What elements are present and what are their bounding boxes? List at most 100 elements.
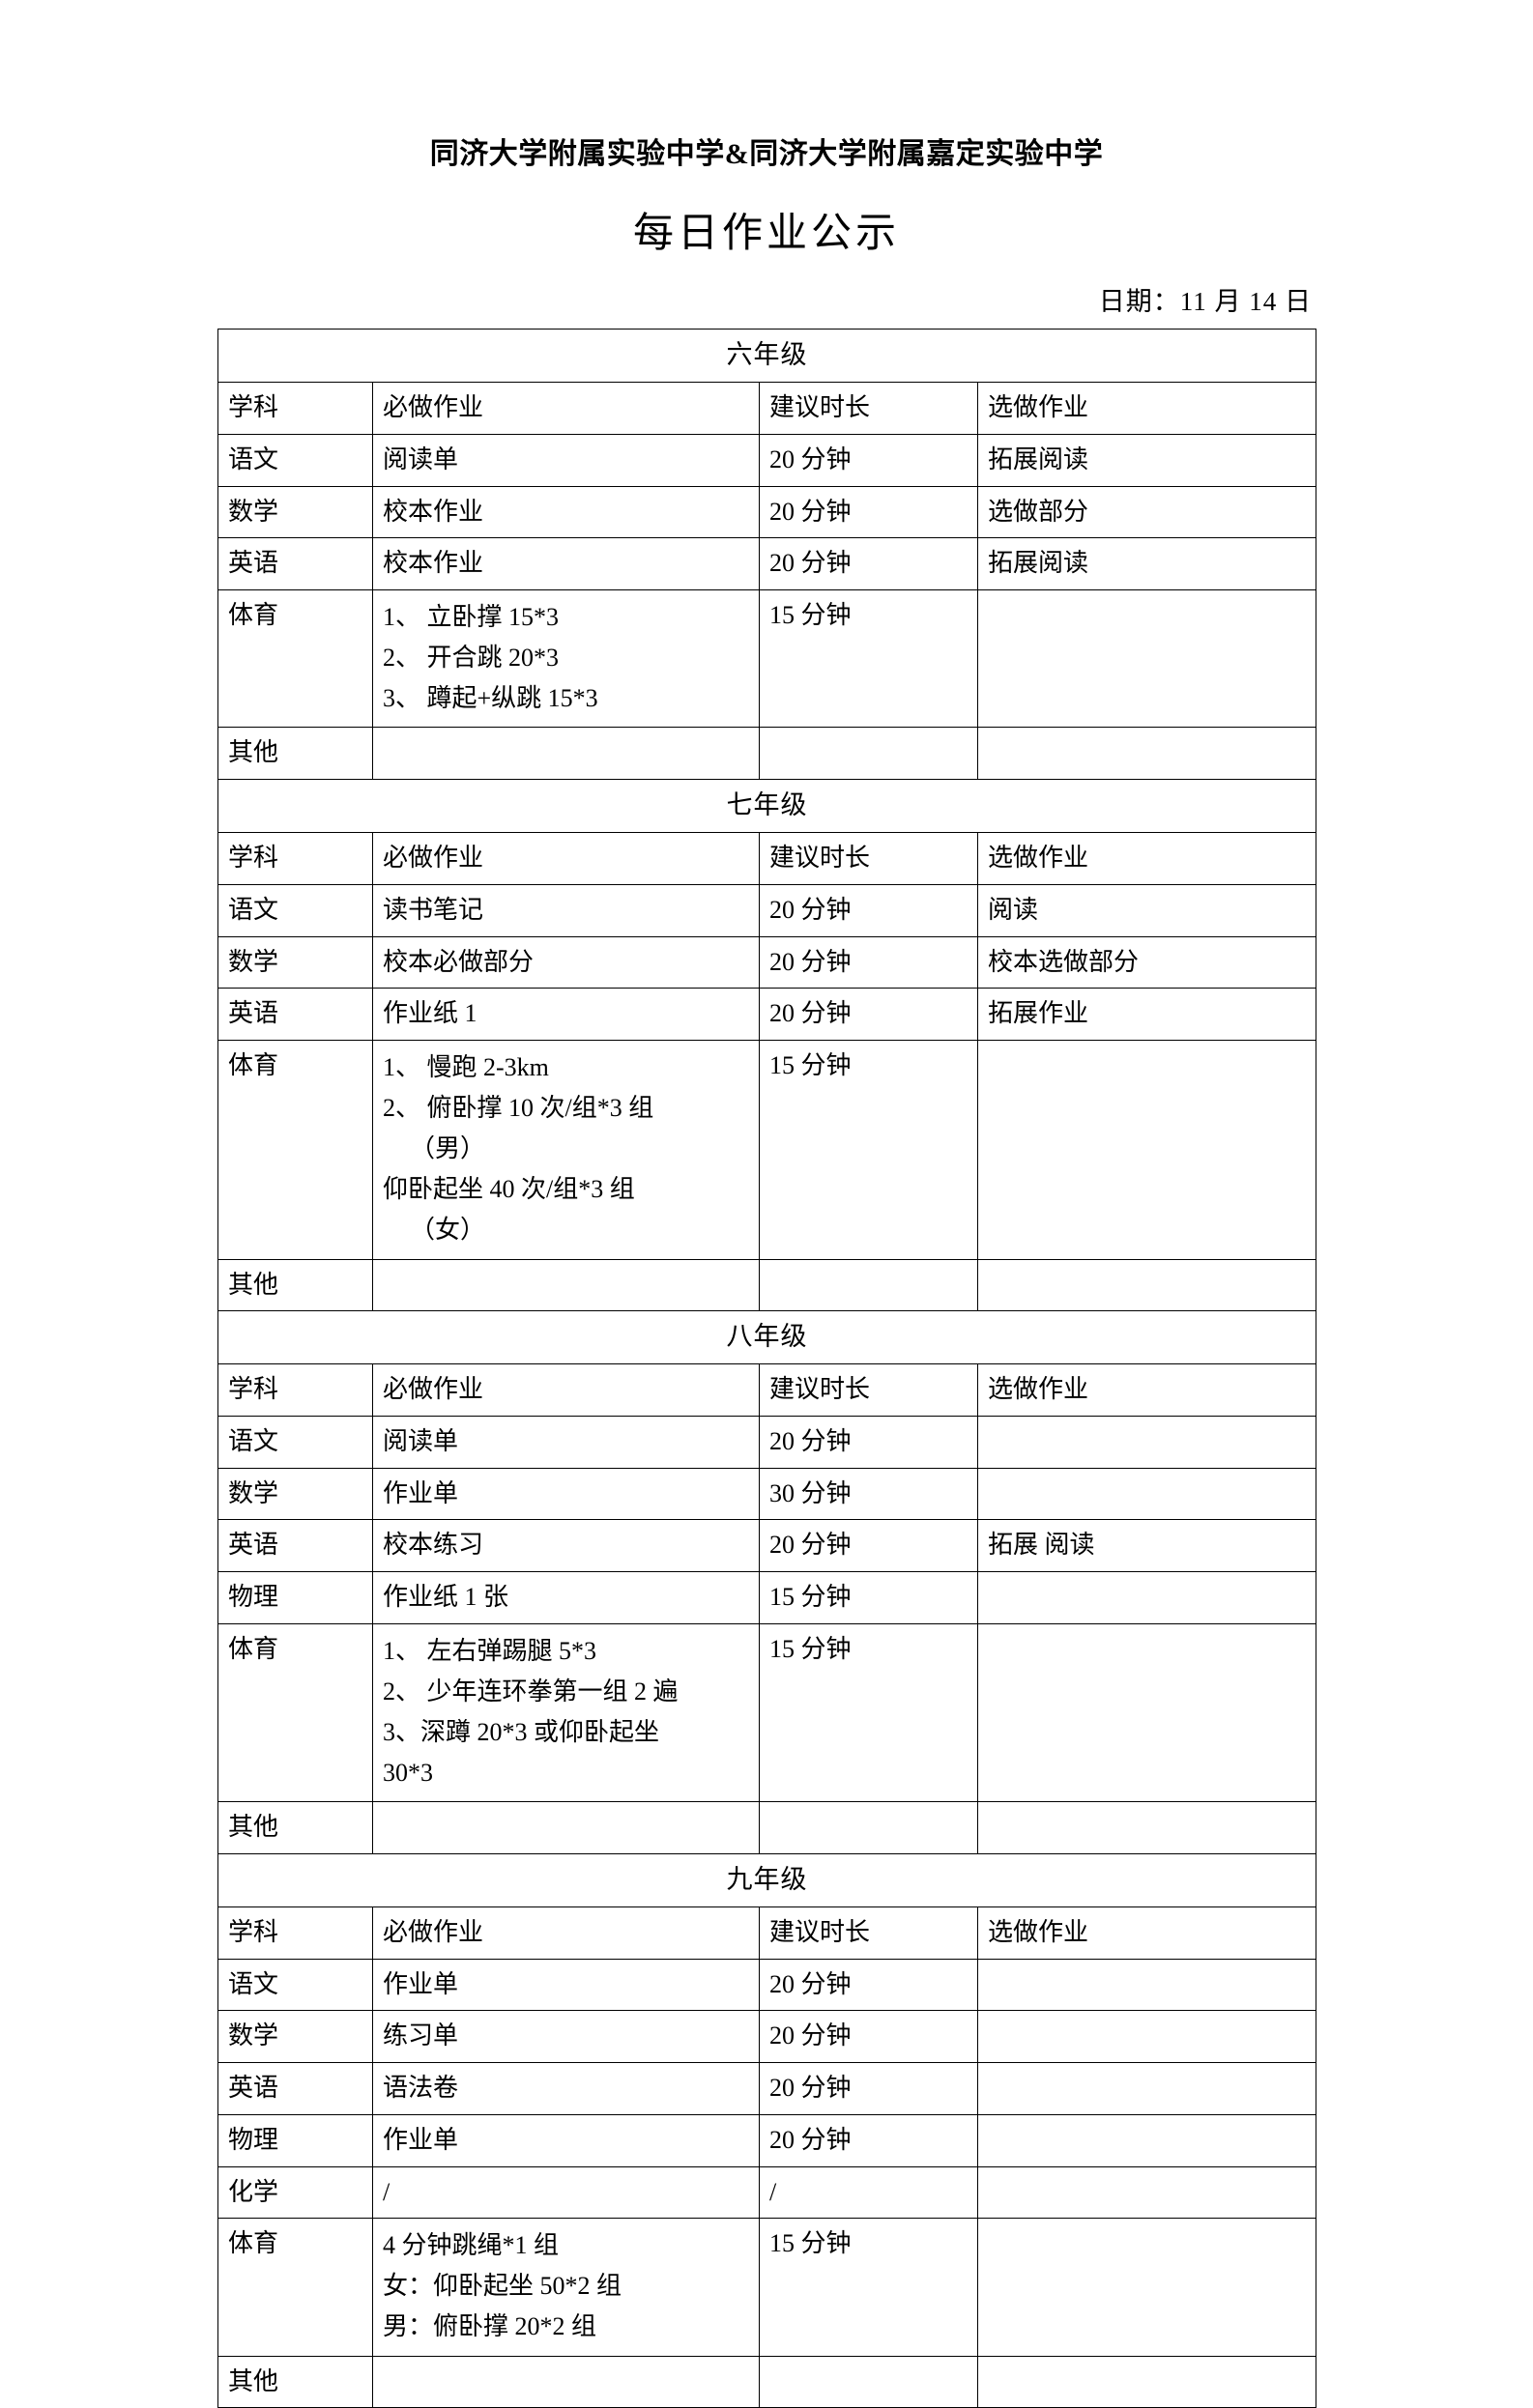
cell-optional [977, 2062, 1316, 2115]
cell-other-optional [977, 1258, 1316, 1312]
multiline-item: 女：仰卧起坐 50*2 组 [383, 2272, 622, 2301]
table-row: 数学 校本必做部分 20 分钟 校本选做部分 [217, 935, 1316, 989]
cell-required: 作业纸 1 [372, 988, 760, 1041]
cell-optional [977, 1571, 1316, 1624]
table-row: 数学 校本作业 20 分钟 选做部分 [217, 485, 1316, 539]
column-header-optional: 选做作业 [977, 1363, 1316, 1418]
other-row: 其他 [217, 1801, 1316, 1854]
cell-duration: 15 分钟 [759, 1622, 978, 1803]
column-header-required: 必做作业 [372, 1363, 760, 1418]
table-row: 语文 阅读单 20 分钟 拓展阅读 [217, 434, 1316, 487]
multiline-item: 3、深蹲 20*3 或仰卧起坐 [383, 1718, 660, 1747]
date-label: 日期：11 月 14 日 [1098, 287, 1312, 317]
cell-subject: 体育 [217, 2218, 373, 2357]
multiline-item: 30*3 [383, 1759, 433, 1788]
column-header-subject: 学科 [217, 1906, 373, 1960]
column-header-row: 学科 必做作业 建议时长 选做作业 [217, 1363, 1316, 1418]
cell-optional [977, 1467, 1316, 1521]
cell-optional [977, 1958, 1316, 2012]
table-row: 语文 作业单 20 分钟 [217, 1958, 1316, 2012]
cell-duration: 15 分钟 [759, 1571, 978, 1624]
grade-banner-row: 九年级 [217, 1852, 1316, 1908]
cell-other-required [372, 2355, 760, 2408]
cell-required: 4 分钟跳绳*1 组女：仰卧起坐 50*2 组男：俯卧撑 20*2 组 [372, 2218, 760, 2357]
cell-optional: 拓展阅读 [977, 537, 1316, 591]
cell-optional [977, 589, 1316, 729]
cell-duration: 15 分钟 [759, 1039, 978, 1260]
cell-subject: 数学 [217, 935, 373, 989]
table-row: 数学 作业单 30 分钟 [217, 1467, 1316, 1521]
cell-subject: 数学 [217, 1467, 373, 1521]
document-page: 同济大学附属实验中学&同济大学附属嘉定实验中学 每日作业公示 日期：11 月 1… [0, 135, 1533, 2408]
multiline-list: 1、 左右弹踢腿 5*3 2、 少年连环拳第一组 2 遍 3、深蹲 20*3 或仰卧… [383, 1631, 749, 1793]
column-header-optional: 选做作业 [977, 832, 1316, 885]
cell-required: / [372, 2165, 760, 2220]
column-header-required: 必做作业 [372, 382, 760, 436]
multiline-item: 4 分钟跳绳*1 组 [383, 2231, 560, 2260]
table-row: 英语 语法卷 20 分钟 [217, 2062, 1316, 2115]
column-header-duration: 建议时长 [759, 832, 978, 885]
table-row: 英语 校本作业 20 分钟 拓展阅读 [217, 537, 1316, 591]
grade-banner-2: 七年级 [217, 779, 1316, 834]
multiline-item: 2、 俯卧撑 10 次/组*3 组 [383, 1094, 654, 1123]
cell-optional: 拓展 阅读 [977, 1519, 1316, 1573]
cell-subject: 语文 [217, 883, 373, 937]
cell-required: 1、 慢跑 2-3km 2、 俯卧撑 10 次/组*3 组 （男） 仰卧起坐 40 次… [372, 1039, 760, 1260]
cell-duration: 20 分钟 [759, 988, 978, 1041]
cell-duration: 20 分钟 [759, 2010, 978, 2064]
cell-other-label: 其他 [217, 2355, 373, 2408]
cell-other-optional [977, 2355, 1316, 2408]
cell-optional [977, 1039, 1316, 1260]
cell-subject: 物理 [217, 1571, 373, 1624]
cell-duration: 20 分钟 [759, 434, 978, 487]
cell-required: 校本作业 [372, 537, 760, 591]
table-row: 化学 / / [217, 2165, 1316, 2220]
grade-banner-row: 七年级 [217, 779, 1316, 834]
homework-table-body: 六年级 学科 必做作业 建议时长 选做作业 语文 阅读单 20 分钟 拓展阅读 数学 校本作业 20 … [217, 329, 1316, 2408]
multiline-list: 1、 慢跑 2-3km 2、 俯卧撑 10 次/组*3 组 （男） 仰卧起坐 40 次… [383, 1047, 749, 1251]
grade-banner-1: 六年级 [217, 329, 1316, 384]
cell-other-optional [977, 1801, 1316, 1854]
cell-required: 1、 左右弹踢腿 5*3 2、 少年连环拳第一组 2 遍 3、深蹲 20*3 或仰卧… [372, 1622, 760, 1803]
table-row: 数学 练习单 20 分钟 [217, 2010, 1316, 2064]
column-header-required: 必做作业 [372, 832, 760, 885]
school-name-heading: 同济大学附属实验中学&同济大学附属嘉定实验中学 [429, 138, 1104, 170]
cell-duration: 20 分钟 [759, 1958, 978, 2012]
cell-optional [977, 1416, 1316, 1469]
multiline-item: 1、 立卧撑 15*3 [383, 603, 560, 632]
other-row: 其他 [217, 727, 1316, 781]
multiline-item: 仰卧起坐 40 次/组*3 组 [383, 1175, 635, 1204]
column-header-duration: 建议时长 [759, 382, 978, 436]
column-header-subject: 学科 [217, 832, 373, 885]
cell-subject: 化学 [217, 2165, 373, 2220]
cell-required: 阅读单 [372, 1416, 760, 1469]
grade-banner-row: 八年级 [217, 1310, 1316, 1365]
cell-optional: 拓展作业 [977, 988, 1316, 1041]
multiline-item: 1、 慢跑 2-3km [383, 1052, 549, 1081]
column-header-row: 学科 必做作业 建议时长 选做作业 [217, 382, 1316, 436]
cell-duration: 20 分钟 [759, 883, 978, 937]
homework-table: 六年级 学科 必做作业 建议时长 选做作业 语文 阅读单 20 分钟 拓展阅读 数学 校本作业 20 … [217, 329, 1316, 2408]
table-row: 物理 作业单 20 分钟 [217, 2113, 1316, 2167]
cell-subject: 数学 [217, 485, 373, 539]
column-header-subject: 学科 [217, 382, 373, 436]
cell-required: 校本必做部分 [372, 935, 760, 989]
cell-required: 阅读单 [372, 434, 760, 487]
multiline-item: 男：俯卧撑 20*2 组 [383, 2312, 597, 2341]
other-row: 其他 [217, 1258, 1316, 1312]
cell-required: 练习单 [372, 2010, 760, 2064]
column-header-optional: 选做作业 [977, 1906, 1316, 1960]
cell-other-label: 其他 [217, 1258, 373, 1312]
table-row: 物理 作业纸 1 张 15 分钟 [217, 1571, 1316, 1624]
cell-required: 校本作业 [372, 485, 760, 539]
grade-banner-4: 九年级 [217, 1852, 1316, 1908]
multiline-list: 4 分钟跳绳*1 组女：仰卧起坐 50*2 组男：俯卧撑 20*2 组 [383, 2225, 749, 2347]
multiline-item: 3、 蹲起+纵跳 15*3 [383, 684, 598, 713]
cell-required: 读书笔记 [372, 883, 760, 937]
cell-optional: 选做部分 [977, 485, 1316, 539]
cell-subject: 语文 [217, 1958, 373, 2012]
cell-optional [977, 2010, 1316, 2064]
cell-other-label: 其他 [217, 1801, 373, 1854]
grade-banner-row: 六年级 [217, 329, 1316, 384]
cell-duration: 20 分钟 [759, 537, 978, 591]
